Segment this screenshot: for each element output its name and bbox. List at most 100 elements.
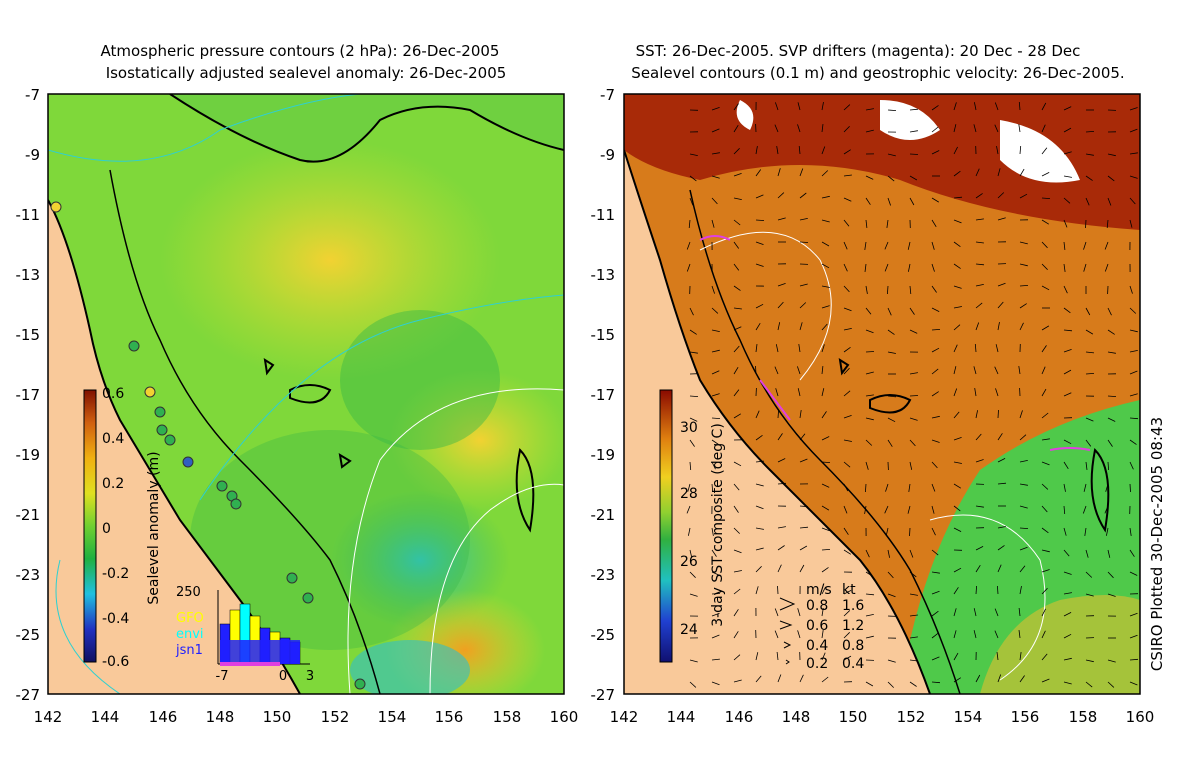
- velocity-arrow: [821, 285, 830, 288]
- velocity-arrow: [865, 307, 872, 315]
- velocity-arrow: [776, 651, 779, 661]
- velocity-arrow: [887, 329, 895, 335]
- velocity-arrow: [909, 417, 918, 421]
- velocity-arrow: [755, 263, 764, 267]
- velocity-arrow: [1085, 175, 1093, 181]
- velocity-arrow: [689, 307, 694, 316]
- velocity-arrow: [711, 370, 720, 375]
- velocity-arrow: [821, 549, 831, 551]
- velocity-arrow: [755, 527, 764, 530]
- velocity-arrow: [909, 395, 919, 397]
- velocity-arrow: [975, 218, 984, 221]
- velocity-arrow: [1129, 417, 1139, 420]
- velocity-arrow: [1063, 461, 1069, 470]
- velocity-legend-kt: 0.4: [842, 656, 864, 672]
- velocity-arrow: [755, 322, 761, 331]
- velocity-arrow: [865, 175, 874, 180]
- velocity-arrow: [711, 681, 720, 686]
- right-x-tick: 150: [839, 708, 868, 726]
- right-map: [624, 94, 1140, 694]
- velocity-arrow: [931, 329, 941, 331]
- velocity-arrow: [733, 285, 741, 291]
- right-x-tick: 160: [1126, 708, 1155, 726]
- right-x-tick: 148: [782, 708, 811, 726]
- velocity-arrow: [843, 104, 851, 111]
- velocity-arrow: [689, 351, 698, 354]
- left-x-tick: 152: [321, 708, 350, 726]
- velocity-arrow: [1041, 461, 1050, 466]
- velocity-arrow: [865, 371, 874, 375]
- velocity-arrow: [843, 197, 852, 202]
- velocity-legend-ms: 0.8: [806, 598, 828, 614]
- velocity-arrow: [1107, 307, 1112, 316]
- velocity-arrow: [843, 174, 852, 177]
- velocity-arrow: [994, 630, 999, 639]
- velocity-arrow: [1041, 608, 1046, 617]
- velocity-arrow: [843, 483, 849, 492]
- velocity-arrow: [865, 593, 875, 596]
- velocity-arrow: [997, 482, 1007, 485]
- velocity-legend-ms: 0.4: [806, 638, 828, 654]
- velocity-arrow: [953, 196, 963, 199]
- sla-colorbar-tick: 0.6: [102, 386, 124, 402]
- velocity-arrow: [821, 461, 831, 463]
- velocity-arrow: [865, 329, 874, 334]
- velocity-arrow: [973, 124, 977, 133]
- velocity-arrow: [1041, 285, 1050, 291]
- velocity-arrow: [931, 656, 940, 661]
- velocity-arrow: [1129, 128, 1138, 133]
- sst-colorbar-tick: 24: [680, 622, 698, 638]
- velocity-arrow: [821, 608, 824, 617]
- velocity-arrow: [1107, 153, 1116, 157]
- velocity-arrow: [1063, 571, 1072, 575]
- velocity-arrow: [973, 630, 977, 639]
- velocity-arrow: [711, 483, 714, 493]
- velocity-arrow: [711, 107, 720, 111]
- velocity-arrow: [1041, 549, 1050, 553]
- velocity-arrow: [733, 197, 742, 200]
- velocity-arrow: [843, 549, 852, 555]
- altimeter-inset: 250 GFO envi jsn1 -7 0 3: [175, 585, 314, 684]
- velocity-arrow: [997, 217, 1006, 221]
- velocity-arrow: [931, 347, 940, 353]
- velocity-arrow: [798, 344, 801, 353]
- velocity-arrow: [953, 630, 957, 639]
- velocity-arrow: [1107, 549, 1111, 558]
- velocity-arrow: [931, 505, 935, 514]
- velocity-arrow: [797, 102, 801, 111]
- velocity-arrow: [843, 439, 852, 442]
- velocity-arrow: [821, 388, 825, 397]
- velocity-arrow: [1129, 350, 1138, 353]
- velocity-arrow: [1019, 460, 1028, 463]
- velocity-arrow: [973, 366, 977, 375]
- velocity-arrow: [909, 659, 918, 662]
- velocity-arrow: [711, 175, 720, 179]
- left-y-tick: -19: [16, 446, 41, 464]
- velocity-arrow: [843, 307, 852, 312]
- velocity-arrow: [865, 417, 874, 421]
- velocity-arrow: [1106, 527, 1109, 536]
- velocity-arrow: [1129, 307, 1137, 314]
- velocity-arrow: [994, 102, 999, 111]
- velocity-arrow: [909, 614, 918, 617]
- velocity-arrow: [777, 564, 782, 573]
- velocity-arrow: [997, 585, 999, 595]
- right-x-tick: 142: [610, 708, 639, 726]
- velocity-arrow: [909, 175, 918, 181]
- velocity-arrow: [733, 549, 742, 554]
- velocity-arrow: [953, 102, 957, 111]
- velocity-arrow: [821, 676, 829, 683]
- velocity-arrow: [994, 366, 999, 375]
- velocity-arrow: [821, 102, 824, 111]
- velocity-arrow: [909, 593, 918, 596]
- velocity-arrow: [931, 527, 936, 536]
- velocity-arrow: [711, 571, 720, 576]
- left-y-tick: -27: [16, 686, 41, 704]
- velocity-arrow: [953, 306, 962, 309]
- velocity-arrow: [997, 168, 1001, 177]
- velocity-arrow: [1041, 147, 1048, 155]
- velocity-arrow: [821, 146, 826, 155]
- velocity-arrow: [865, 681, 874, 687]
- velocity-arrow: [1018, 630, 1021, 639]
- velocity-arrow: [1063, 285, 1068, 294]
